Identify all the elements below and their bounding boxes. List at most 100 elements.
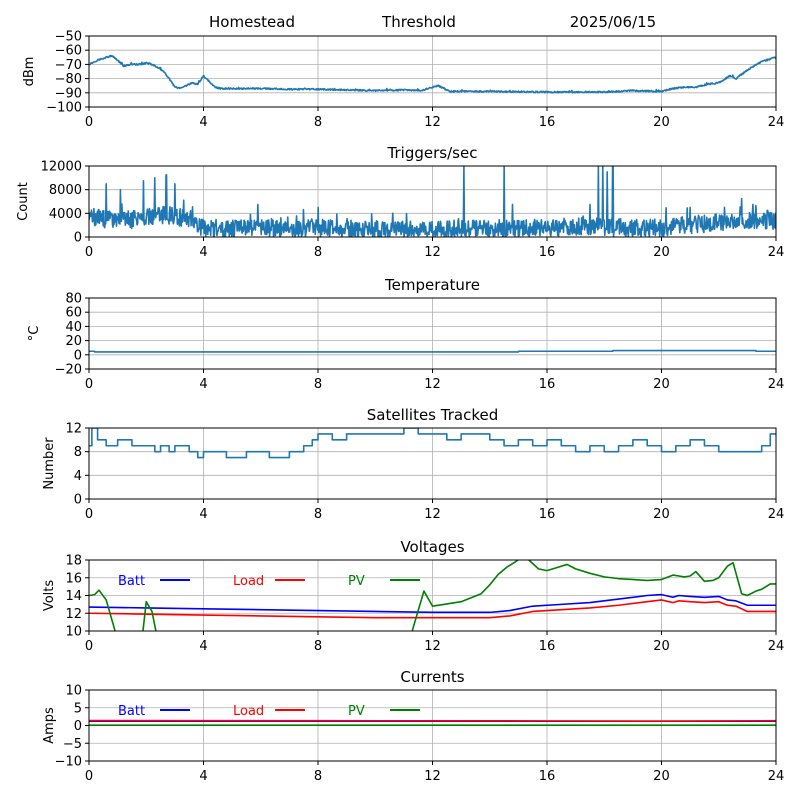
y-tick-label: −20 [55,363,82,378]
x-tick-label: 12 [424,115,441,130]
x-tick-label: 8 [314,377,322,392]
y-tick-label: 0 [74,348,82,363]
x-tick-label: 8 [314,245,322,260]
series-line-signal-0 [89,54,776,94]
y-tick-label: 80 [65,292,82,307]
x-tick-label: 12 [424,639,441,654]
y-tick-label: 10 [65,684,82,699]
x-tick-label: 4 [199,377,207,392]
x-tick-label: 12 [424,377,441,392]
chart-panel-voltages: Voltages 0 4 8 12 16 20 24 10 12 14 16 18 Volts Batt Lo… [42,538,784,654]
y-tick-label: 4 [74,469,82,484]
series-group-voltages [89,560,776,631]
x-tick-label: 12 [424,245,441,260]
x-tick-label: 20 [653,115,670,130]
y-tick-label: 5 [74,701,82,716]
x-tick-label: 0 [85,639,93,654]
x-tick-label: 4 [199,115,207,130]
series-line-temperature-0 [89,349,776,353]
x-tick-label: 0 [85,245,93,260]
x-tick-label: 12 [424,769,441,784]
figure-header: Homestead Threshold 2025/06/15 [209,13,656,31]
y-axis-label-voltages: Volts [42,580,57,612]
x-tick-label: 24 [768,115,785,130]
x-tick-label: 20 [653,245,670,260]
x-tick-label: 20 [653,507,670,522]
y-axis-label-triggers: Count [16,182,31,221]
legend-label-load: Load [233,574,264,589]
x-tick-label: 4 [199,769,207,784]
chart-title-voltages: Voltages [400,538,464,556]
y-tick-label: 12000 [41,160,82,175]
x-tick-label: 24 [768,377,785,392]
y-tick-label: −50 [55,30,82,45]
x-tick-label: 12 [424,507,441,522]
series-group-satellites [89,428,776,459]
chart-panel-signal: 0 4 8 12 16 20 24 −100−90−80−70−60−50 dBm [22,30,784,131]
y-tick-label: 0 [74,719,82,734]
series-group-signal [89,54,776,94]
x-tick-label: 4 [199,507,207,522]
chart-title-triggers: Triggers/sec [387,144,478,162]
x-tick-label: 8 [314,769,322,784]
header-mode: Threshold [381,13,456,31]
x-tick-label: 20 [653,639,670,654]
y-tick-label: 20 [65,334,82,349]
x-tick-label: 4 [199,245,207,260]
header-date: 2025/06/15 [570,13,656,31]
y-axis-label-satellites: Number [42,437,57,490]
x-tick-label: 20 [653,769,670,784]
legend-label-pv: PV [348,704,365,719]
y-tick-label: 18 [65,554,82,569]
y-tick-label: −80 [55,72,82,87]
legend-currents: Batt Load PV [118,704,420,719]
x-tick-label: 0 [85,377,93,392]
x-tick-label: 24 [768,639,785,654]
x-tick-label: 4 [199,639,207,654]
x-tick-label: 24 [768,769,785,784]
series-line-voltages-pv [89,560,776,631]
y-tick-label: 14 [65,589,82,604]
y-tick-label: −70 [55,58,82,73]
y-tick-label: 8 [74,445,82,460]
x-tick-label: 8 [314,507,322,522]
series-group-triggers [89,166,776,237]
chart-panel-triggers: Triggers/sec 0 4 8 12 16 20 24 0 4000 8000 12000 Cou… [16,144,784,260]
x-tick-label: 8 [314,639,322,654]
series-line-currents-load [89,719,776,722]
y-tick-label: −60 [55,44,82,59]
y-tick-label: 12 [65,422,82,437]
chart-title-temperature: Temperature [384,276,480,294]
y-tick-label: 0 [74,493,82,508]
y-axis-label-currents: Amps [42,707,57,744]
y-tick-label: −5 [63,737,82,752]
y-tick-label: 10 [65,625,82,640]
chart-title-satellites: Satellites Tracked [367,406,498,424]
x-tick-label: 20 [653,377,670,392]
x-tick-label: 16 [539,769,556,784]
x-tick-label: 16 [539,639,556,654]
legend-label-load: Load [233,704,264,719]
legend-voltages: Batt Load PV [118,574,420,589]
x-tick-label: 0 [85,769,93,784]
chart-title-currents: Currents [400,668,464,686]
y-tick-label: −90 [55,86,82,101]
y-tick-label: 40 [65,320,82,335]
x-tick-label: 8 [314,115,322,130]
x-tick-label: 0 [85,507,93,522]
y-axis-label-signal: dBm [22,57,37,87]
x-tick-label: 0 [85,115,93,130]
y-tick-label: −10 [55,755,82,770]
y-tick-label: −100 [46,101,82,116]
legend-label-batt: Batt [118,574,145,589]
chart-panels: 0 4 8 12 16 20 24−100−90−80−70−60−50dBmTrigger… [16,30,784,785]
series-line-voltages-batt [89,593,776,614]
y-tick-label: 12 [65,607,82,622]
y-tick-label: 8000 [49,183,82,198]
header-site: Homestead [209,13,295,31]
x-tick-label: 24 [768,507,785,522]
x-tick-label: 16 [539,245,556,260]
